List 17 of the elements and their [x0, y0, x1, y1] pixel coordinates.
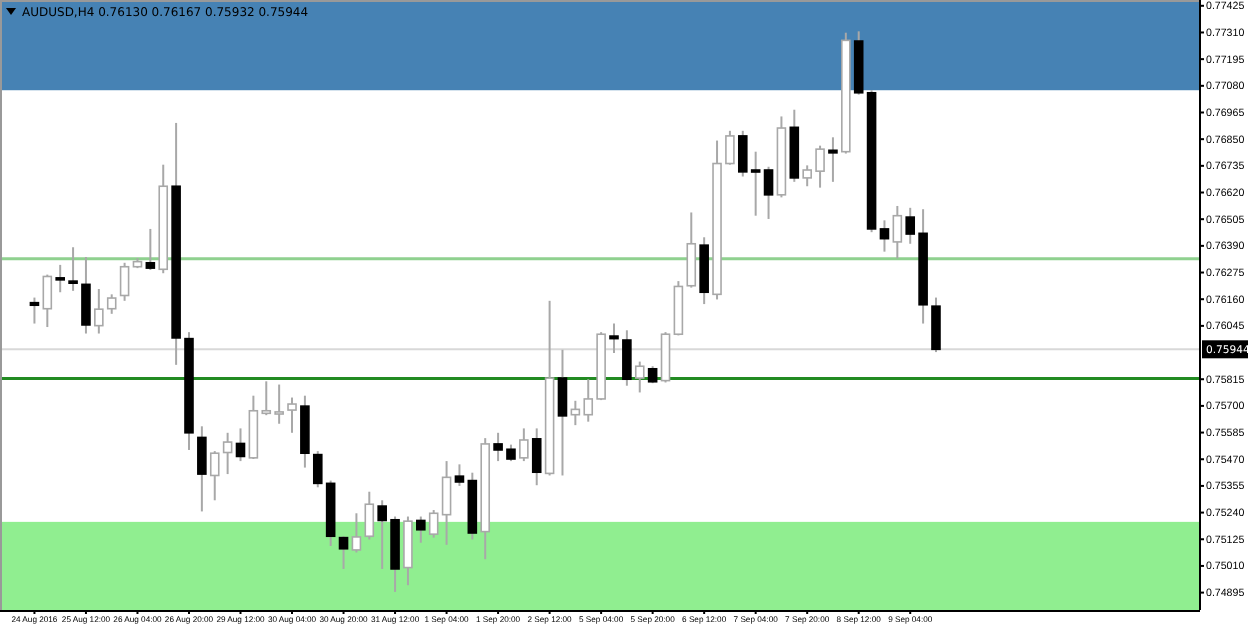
candlestick	[29, 296, 40, 325]
candlestick	[557, 348, 568, 477]
candlestick	[42, 273, 53, 329]
candlestick	[634, 360, 645, 394]
candlestick	[660, 331, 671, 384]
candlestick	[892, 204, 903, 260]
candlestick	[119, 261, 130, 302]
candlestick	[879, 219, 890, 253]
candlestick	[441, 460, 452, 546]
candlestick	[519, 427, 529, 463]
candlestick	[235, 427, 246, 463]
candlestick	[338, 535, 349, 570]
candlestick	[428, 509, 439, 539]
candlestick	[403, 515, 413, 587]
candlestick	[763, 165, 774, 220]
candlestick	[287, 396, 297, 434]
candlestick	[454, 463, 465, 487]
